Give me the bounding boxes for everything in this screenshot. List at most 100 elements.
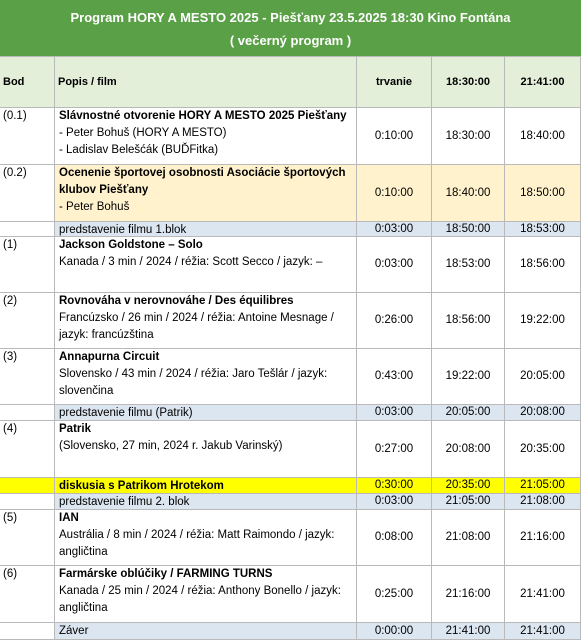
time-cell: 0:25:00 <box>357 566 432 622</box>
time-duration: 0:03:00 <box>374 222 414 235</box>
bod-cell: (6) <box>0 566 55 622</box>
description-cell: Farmárske oblúčiky / FARMING TURNS Kanada… <box>55 566 357 622</box>
item-title: Ocenenie športovej osobnosti Asociácie š… <box>59 167 346 196</box>
time-cell: 18:30:00 <box>432 108 505 164</box>
time-start: 21:05:00 <box>445 495 491 507</box>
time-cell: 0:10:00 <box>357 165 432 221</box>
time-cell: 20:08:00 <box>432 421 505 477</box>
item-detail: Austrália / 8 min / 2024 / réžia: Matt R… <box>59 529 335 558</box>
time-duration: 0:03:00 <box>374 406 414 418</box>
time-cell: 21:05:00 <box>432 494 505 509</box>
time-duration: 0:30:00 <box>374 479 414 491</box>
time-duration: 0:08:00 <box>374 531 414 543</box>
title: Program HORY A MESTO 2025 - Piešťany 23.… <box>70 10 511 25</box>
description-cell: Patrik (Slovensko, 27 min, 2024 r. Jakub … <box>55 421 357 477</box>
bod-cell <box>0 478 55 493</box>
item-detail: - Peter Bohuš <box>59 201 130 213</box>
item-detail: - Ladislav Belešćák (BUĎFitka) <box>59 144 219 156</box>
time-cell: 0:26:00 <box>357 293 432 348</box>
time-cell: 0:27:00 <box>357 421 432 477</box>
item-title: IAN <box>59 512 79 524</box>
description-cell: Ocenenie športovej osobnosti Asociácie š… <box>55 165 357 221</box>
time-start: 18:53:00 <box>445 258 491 270</box>
time-cell: 21:16:00 <box>432 566 505 622</box>
time-cell: 21:08:00 <box>505 494 581 509</box>
time-start: 21:41:00 <box>445 624 491 637</box>
time-cell: 0:03:00 <box>357 222 432 236</box>
item-title: Patrik <box>59 423 91 435</box>
schedule-row: (1) Jackson Goldstone – Solo Kanada / 3 mi… <box>0 237 581 293</box>
item-title: Annapurna Circuit <box>59 351 160 363</box>
time-start: 18:50:00 <box>445 222 491 235</box>
time-cell: 18:50:00 <box>505 165 581 221</box>
item-detail: - Peter Bohuš (HORY A MESTO) <box>59 127 227 139</box>
time-cell: 21:16:00 <box>505 510 581 565</box>
description-cell: Annapurna Circuit Slovensko / 43 min / 20… <box>55 349 357 404</box>
time-cell: 18:56:00 <box>432 293 505 348</box>
time-cell: 18:40:00 <box>505 108 581 164</box>
bod-cell: (3) <box>0 349 55 404</box>
schedule-row: (4) Patrik (Slovensko, 27 min, 2024 r. Jak… <box>0 421 581 478</box>
bod-label: (0.1) <box>3 110 27 122</box>
item-title: predstavenie filmu (Patrik) <box>59 407 193 419</box>
time-start: 19:22:00 <box>445 370 491 382</box>
schedule-row: predstavenie filmu (Patrik) 0:03:00 20:05:… <box>0 405 581 421</box>
time-start: 20:35:00 <box>445 479 491 491</box>
time-cell: 18:40:00 <box>432 165 505 221</box>
item-detail: (Slovensko, 27 min, 2024 r. Jakub Varins… <box>59 440 283 452</box>
header-row: Bod Popis / film trvanie 18:30:00 21:41:00 <box>0 56 581 108</box>
time-cell: 20:35:00 <box>432 478 505 493</box>
time-end: 18:56:00 <box>520 258 565 270</box>
time-end: 20:08:00 <box>520 406 565 418</box>
bod-label: (1) <box>3 239 18 251</box>
item-title: Farmárske oblúčiky / FARMING TURNS <box>59 568 273 580</box>
schedule-row: (3) Annapurna Circuit Slovensko / 43 min /… <box>0 349 581 405</box>
time-start: 21:08:00 <box>445 531 491 543</box>
time-duration: 0:10:00 <box>374 129 414 142</box>
time-end: 21:41:00 <box>520 587 565 600</box>
description-cell: predstavenie filmu 1.blok <box>55 222 357 236</box>
item-detail: Kanada / 3 min / 2024 / réžia: Scott Sec… <box>59 256 323 268</box>
time-duration: 0:10:00 <box>374 186 414 199</box>
time-cell: 20:05:00 <box>505 349 581 404</box>
time-cell: 0:10:00 <box>357 108 432 164</box>
time-cell: 18:56:00 <box>505 237 581 292</box>
time-cell: 21:41:00 <box>505 566 581 622</box>
time-duration: 0:26:00 <box>374 314 414 326</box>
time-end: 21:08:00 <box>520 495 565 507</box>
time-duration: 0:03:00 <box>374 495 414 507</box>
bod-cell <box>0 222 55 236</box>
time-cell: 0:00:00 <box>357 623 432 639</box>
schedule-row: (5) IAN Austrália / 8 min / 2024 / réžia: … <box>0 510 581 566</box>
time-duration: 0:27:00 <box>374 442 414 455</box>
item-title: diskusia s Patrikom Hrotekom <box>59 480 224 492</box>
description-cell: Jackson Goldstone – Solo Kanada / 3 min /… <box>55 237 357 292</box>
time-end: 20:05:00 <box>520 370 565 382</box>
time-start: 21:16:00 <box>445 587 491 600</box>
description-cell: Záver <box>55 623 357 639</box>
bod-cell <box>0 405 55 420</box>
item-title: predstavenie filmu 2. blok <box>59 496 190 508</box>
bod-cell: (2) <box>0 293 55 348</box>
bod-cell: (4) <box>0 421 55 477</box>
item-detail: Francúzsko / 26 min / 2024 / réžia: Anto… <box>59 312 334 341</box>
time-cell: 21:05:00 <box>505 478 581 493</box>
bod-label: (4) <box>3 423 18 435</box>
schedule-row: Záver 0:00:00 21:41:00 21:41:00 <box>0 623 581 640</box>
item-title: Rovnováha v nerovnováhe / Des équilibres <box>59 295 294 307</box>
schedule-row: (2) Rovnováha v nerovnováhe / Des équilib… <box>0 293 581 349</box>
bod-label: (6) <box>3 568 18 580</box>
time-cell: 0:03:00 <box>357 237 432 292</box>
bod-cell <box>0 623 55 639</box>
time-cell: 0:43:00 <box>357 349 432 404</box>
bod-label: (0.2) <box>3 167 27 179</box>
description-cell: predstavenie filmu 2. blok <box>55 494 357 509</box>
time-end: 21:05:00 <box>520 479 565 491</box>
bod-cell: (0.1) <box>0 108 55 164</box>
item-title: Slávnostné otvorenie HORY A MESTO 2025 P… <box>59 110 347 122</box>
time-start: 18:40:00 <box>445 186 491 199</box>
item-title: Jackson Goldstone – Solo <box>59 239 203 251</box>
time-cell: 0:03:00 <box>357 405 432 420</box>
